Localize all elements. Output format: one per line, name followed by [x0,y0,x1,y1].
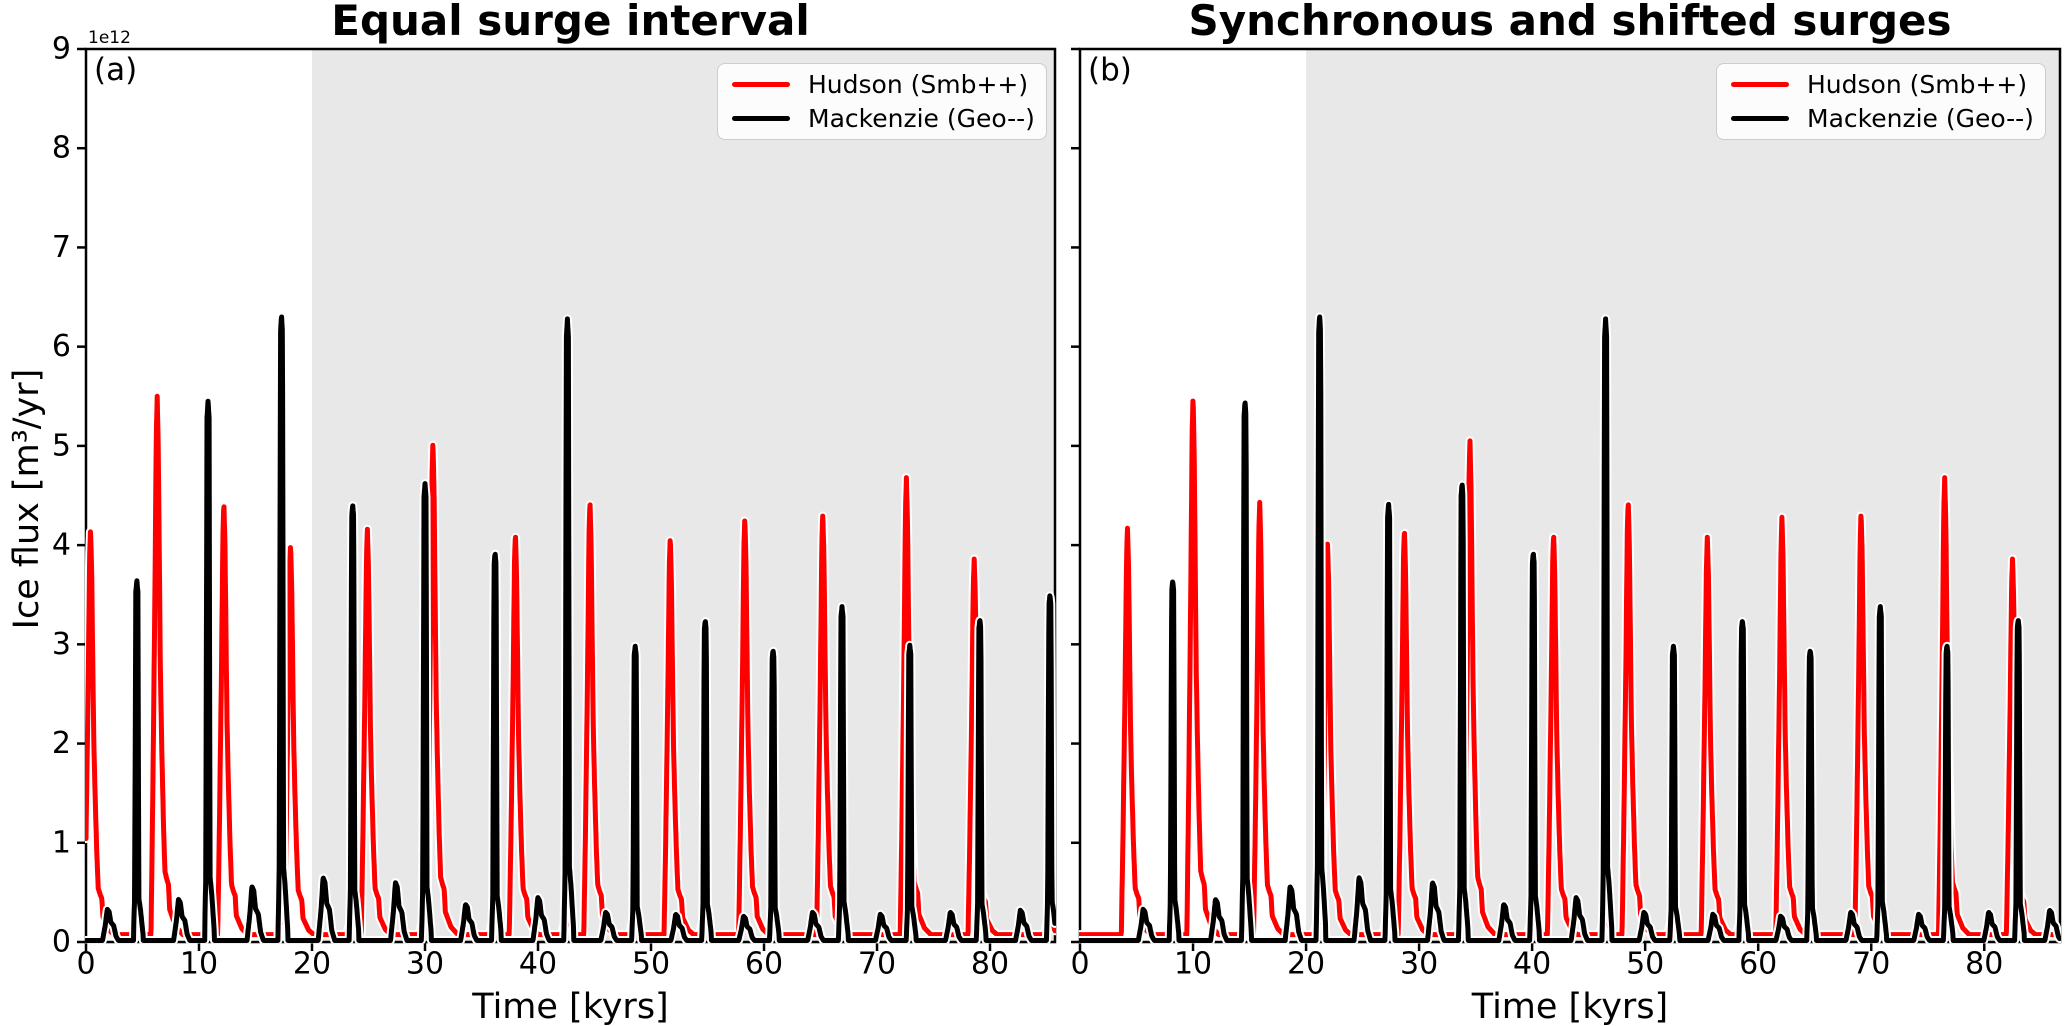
x-tick-label: 40 [1513,947,1551,982]
x-tick-label: 60 [745,947,783,982]
panel-a-corner-label: (a) [94,52,138,88]
y-tick-label: 8 [52,131,71,166]
mackenzie-line [1079,314,2061,943]
panel-b-corner-label: (b) [1088,52,1132,88]
x-tick-label: 0 [1070,947,1089,982]
y-axis-offset-label: 1e12 [88,28,131,48]
x-tick-label: 20 [293,947,331,982]
x-tick-label: 70 [858,947,896,982]
y-axis-label: Ice flux [m³/yr] [7,368,47,630]
hudson-line-sample [1731,82,1789,88]
x-axis-label-a: Time [kyrs] [472,987,669,1026]
x-tick-label: 30 [406,947,444,982]
x-tick-label: 20 [1287,947,1325,982]
x-axis-label-b: Time [kyrs] [1471,987,1669,1026]
x-tick-label: 30 [1400,947,1438,982]
y-tick-label: 6 [52,329,71,364]
legend-panel-a: Hudson (Smb++) Mackenzie (Geo--) [717,63,1047,140]
mackenzie-line-sample [732,115,790,121]
x-tick-label: 40 [519,947,557,982]
legend-entry-hudson: Hudson (Smb++) [718,72,1046,97]
legend-panel-b: Hudson (Smb++) Mackenzie (Geo--) [1716,63,2046,140]
panel-a-title: Equal surge interval [331,0,810,45]
y-tick-label: 3 [52,627,71,662]
x-tick-label: 80 [971,947,1009,982]
x-tick-label: 10 [1174,947,1212,982]
hudson-line-sample [732,82,790,88]
x-tick-label: 50 [632,947,670,982]
panel-b-title: Synchronous and shifted surges [1188,0,1952,45]
legend-entry-mackenzie: Mackenzie (Geo--) [1717,106,2045,131]
y-tick-label: 9 [52,32,71,67]
x-tick-label: 50 [1626,947,1664,982]
y-tick-label: 7 [52,230,71,265]
y-tick-label: 1 [52,825,71,860]
x-tick-label: 80 [1965,947,2003,982]
legend-label-mackenzie: Mackenzie (Geo--) [808,103,1035,133]
legend-entry-hudson: Hudson (Smb++) [1717,72,2045,97]
shaded-region [1306,49,2060,942]
x-tick-label: 0 [76,947,95,982]
y-tick-label: 4 [52,528,71,563]
legend-entry-mackenzie: Mackenzie (Geo--) [718,106,1046,131]
x-tick-label: 10 [180,947,218,982]
legend-label-hudson: Hudson (Smb++) [1807,70,2028,100]
x-tick-label: 70 [1852,947,1890,982]
y-tick-label: 2 [52,726,71,761]
y-tick-label: 5 [52,428,71,463]
mackenzie-line [85,314,1056,943]
legend-label-mackenzie: Mackenzie (Geo--) [1807,103,2034,133]
legend-label-hudson: Hudson (Smb++) [808,70,1029,100]
x-tick-label: 60 [1739,947,1777,982]
mackenzie-line-sample [1731,115,1789,121]
y-tick-label: 0 [52,925,71,960]
